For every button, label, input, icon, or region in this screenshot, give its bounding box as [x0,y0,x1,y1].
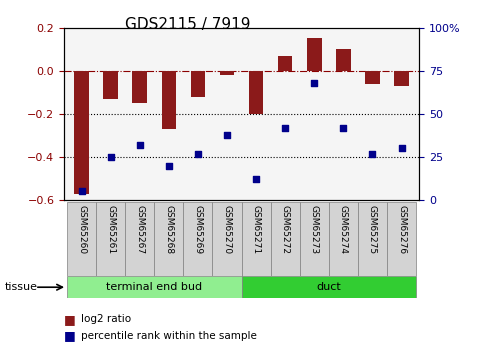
Bar [365,71,380,84]
Bar [249,71,263,114]
Point [136,142,143,148]
Text: GSM65268: GSM65268 [164,205,174,255]
Bar [162,71,176,129]
Point [252,177,260,182]
Text: percentile rank within the sample: percentile rank within the sample [81,331,257,341]
Text: GSM65273: GSM65273 [310,205,319,255]
Bar [104,71,118,99]
Text: GSM65276: GSM65276 [397,205,406,255]
Bar [278,56,292,71]
Text: GSM65274: GSM65274 [339,205,348,254]
Point [340,125,348,130]
Point [311,80,318,86]
Text: ■: ■ [64,313,76,326]
Text: GSM65272: GSM65272 [281,205,290,254]
Text: terminal end bud: terminal end bud [106,282,202,292]
Point [77,189,85,194]
Bar [133,71,147,103]
Bar [387,203,416,276]
Text: GSM65261: GSM65261 [106,205,115,255]
Bar [300,203,329,276]
Point [165,163,173,168]
Bar [394,71,409,86]
Bar [212,203,242,276]
Bar [191,71,205,97]
Bar [242,276,416,298]
Text: GSM65260: GSM65260 [77,205,86,255]
Bar [242,203,271,276]
Bar [183,203,212,276]
Text: duct: duct [317,282,341,292]
Point [106,154,114,160]
Bar [74,71,89,194]
Bar [67,276,242,298]
Bar [220,71,234,75]
Text: GSM65275: GSM65275 [368,205,377,255]
Text: GSM65271: GSM65271 [251,205,261,255]
Point [223,132,231,137]
Text: ■: ■ [64,329,76,342]
Text: GDS2115 / 7919: GDS2115 / 7919 [125,17,250,32]
Bar [67,203,96,276]
Bar [329,203,358,276]
Bar [358,203,387,276]
Text: log2 ratio: log2 ratio [81,314,132,324]
Point [369,151,377,156]
Bar [96,203,125,276]
Bar [336,49,351,71]
Text: GSM65270: GSM65270 [222,205,232,255]
Text: GSM65267: GSM65267 [135,205,144,255]
Text: GSM65269: GSM65269 [193,205,203,255]
Point [282,125,289,130]
Bar [307,38,321,71]
Bar [125,203,154,276]
Point [194,151,202,156]
Text: tissue: tissue [5,282,38,292]
Point [398,146,406,151]
Bar [154,203,183,276]
Bar [271,203,300,276]
